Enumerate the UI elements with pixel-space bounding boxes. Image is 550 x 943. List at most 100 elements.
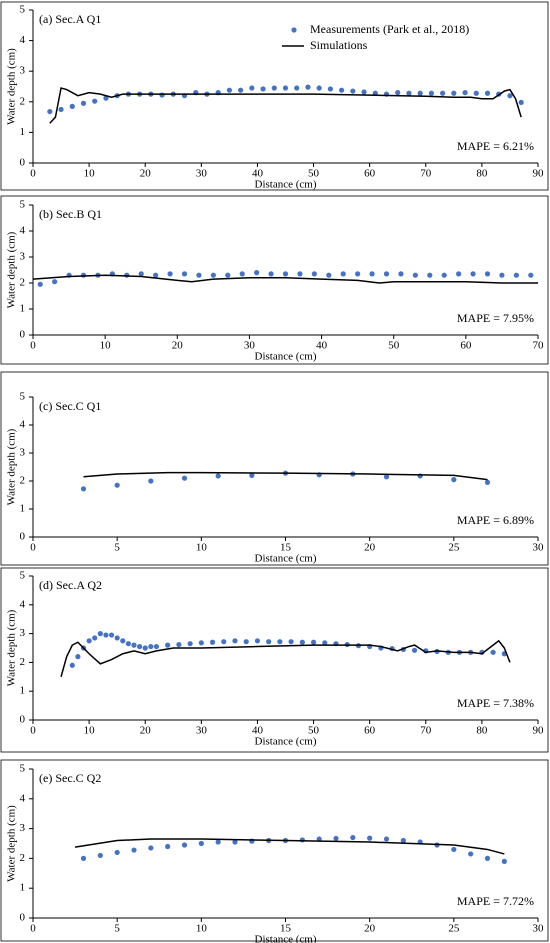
y-tick-label: 4	[20, 34, 26, 46]
legend-label: Measurements (Park et al., 2018)	[310, 22, 469, 36]
measurement-point	[86, 638, 92, 644]
y-tick-label: 3	[20, 251, 26, 263]
y-axis-label: Water depth (cm)	[6, 428, 18, 505]
measurement-point	[148, 845, 154, 851]
measurement-point	[114, 482, 120, 488]
x-tick-label: 20	[140, 168, 152, 180]
x-tick-label: 30	[196, 725, 208, 737]
x-tick-label: 5	[114, 542, 120, 554]
measurement-point	[383, 836, 390, 842]
legend-swatch	[291, 27, 297, 33]
simulation-line	[74, 838, 505, 855]
x-tick-label: 10	[84, 168, 96, 180]
measurement-point	[198, 640, 204, 646]
simulation-line	[32, 274, 538, 284]
measurement-point	[484, 479, 491, 485]
measurement-point	[470, 271, 476, 277]
x-tick-label: 10	[196, 923, 208, 935]
x-tick-label: 70	[420, 168, 432, 180]
panel-frame	[0, 371, 549, 566]
measurement-point	[350, 88, 356, 94]
measurement-point	[131, 642, 137, 648]
measurement-point	[215, 839, 221, 845]
x-tick-label: 50	[388, 340, 400, 352]
measurement-point	[395, 90, 401, 96]
y-tick-label: 3	[20, 447, 26, 459]
x-tick-label: 10	[84, 725, 96, 737]
y-tick-label: 0	[20, 329, 26, 341]
measurement-point	[316, 836, 322, 842]
y-axis-label: Water depth (cm)	[6, 609, 18, 686]
measurement-point	[254, 638, 261, 644]
measurement-point	[260, 86, 266, 92]
measurement-point	[69, 662, 75, 668]
measurement-point	[484, 90, 491, 96]
y-tick-label: 5	[20, 4, 26, 16]
measurement-point	[490, 649, 496, 655]
y-tick-label: 2	[20, 95, 26, 107]
measurement-point	[103, 632, 109, 638]
annotation: MAPE = 7.95%	[457, 311, 534, 325]
y-axis-label: Water depth (cm)	[6, 48, 18, 125]
panel-frame	[0, 567, 549, 753]
measurement-point	[340, 271, 346, 277]
y-tick-label: 0	[20, 157, 26, 169]
measurement-point	[114, 635, 120, 641]
measurement-point	[501, 858, 507, 864]
y-tick-label: 4	[20, 419, 26, 431]
measurement-point	[232, 638, 238, 644]
x-tick-label: 90	[533, 168, 545, 180]
measurement-point	[92, 98, 98, 104]
measurement-point	[297, 271, 303, 277]
y-tick-label: 1	[20, 503, 26, 515]
x-tick-label: 0	[30, 340, 36, 352]
measurement-point	[361, 89, 367, 95]
x-tick-label: 25	[448, 542, 460, 554]
measurement-point	[484, 855, 491, 862]
panel-title: (d) Sec.A Q2	[39, 578, 102, 592]
y-tick-label: 2	[20, 656, 26, 668]
measurement-point	[507, 93, 513, 99]
measurement-point	[428, 90, 434, 96]
measurement-point	[138, 271, 144, 277]
x-tick-label: 30	[244, 340, 256, 352]
x-tick-label: 30	[533, 923, 545, 935]
x-tick-label: 10	[196, 542, 208, 554]
measurement-point	[411, 647, 418, 653]
measurement-point	[412, 272, 418, 278]
measurement-point	[97, 852, 103, 859]
measurement-point	[58, 106, 64, 113]
measurement-point	[277, 639, 283, 645]
measurement-point	[125, 641, 131, 647]
measurement-point	[209, 639, 216, 645]
measurement-point	[355, 271, 361, 277]
legend-label: Simulations	[310, 38, 368, 52]
measurement-point	[316, 85, 322, 91]
measurement-point	[282, 271, 289, 277]
x-axis-label: Distance (cm)	[255, 736, 317, 748]
x-tick-label: 80	[476, 168, 488, 180]
x-tick-label: 60	[460, 340, 472, 352]
measurement-point	[305, 84, 311, 90]
measurement-point	[322, 640, 328, 646]
measurement-point	[142, 645, 148, 651]
measurement-point	[114, 849, 120, 856]
x-tick-label: 5	[114, 923, 120, 935]
panel-frame	[0, 195, 549, 365]
measurement-point	[69, 103, 75, 109]
measurement-point	[187, 641, 193, 647]
x-tick-label: 70	[533, 340, 545, 352]
measurement-point	[451, 846, 457, 853]
panel-frame	[0, 1, 549, 191]
x-tick-label: 20	[364, 923, 376, 935]
measurement-point	[254, 270, 260, 276]
measurement-point	[473, 90, 479, 96]
x-tick-label: 25	[448, 923, 460, 935]
x-tick-label: 15	[280, 542, 292, 554]
x-tick-label: 50	[308, 725, 320, 737]
y-tick-label: 4	[20, 598, 26, 610]
measurement-point	[47, 108, 53, 115]
x-tick-label: 0	[30, 725, 36, 737]
x-tick-label: 70	[420, 725, 432, 737]
measurement-point	[153, 643, 160, 650]
